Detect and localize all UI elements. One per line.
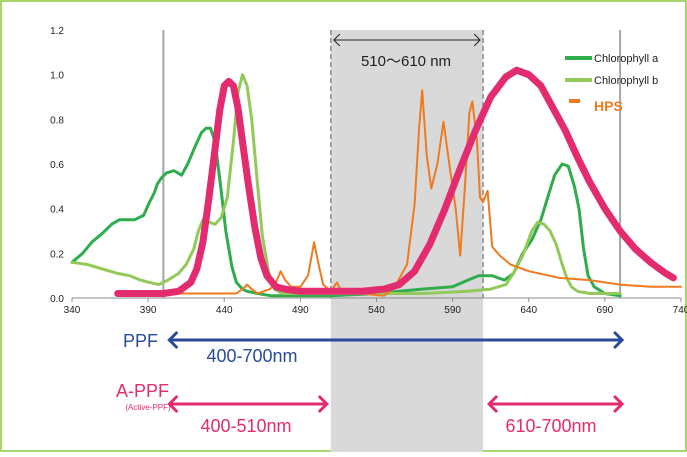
- x-tick-label: 340: [64, 305, 81, 316]
- reference-lines: [162, 30, 622, 298]
- appf-range1-right-head: [317, 394, 329, 414]
- y-tick-label: 0.0: [50, 294, 64, 305]
- x-tick-label: 740: [673, 305, 687, 316]
- y-tick-label: 0.2: [50, 249, 64, 260]
- x-tick-label: 690: [597, 305, 614, 316]
- series-line-chlorophyll-a: [70, 126, 622, 298]
- ppf-annotation: PPF 400-700nm: [123, 330, 625, 366]
- series-line-led-spectrum: [114, 66, 677, 297]
- x-tick-label: 640: [520, 305, 537, 316]
- axes: 340 390 440 490 540 590 640 690 740 0.0 0.2 0.4 0.6 0…: [50, 26, 687, 316]
- y-tick-label: 0.4: [50, 205, 64, 216]
- ppf-range-label: 400-700nm: [206, 346, 297, 366]
- y-tick-label: 0.6: [50, 160, 64, 171]
- appf-range1-left-head: [167, 394, 179, 414]
- appf-range1-label: 400-510nm: [200, 416, 291, 436]
- series-line-chlorophyll-b: [70, 73, 622, 295]
- ppf-arrow-left-head: [167, 330, 179, 350]
- appf-range2-right-head: [613, 394, 625, 414]
- band-range-label: 510～610 nm: [361, 53, 451, 70]
- appf-sublabel: (Active-PPF): [125, 403, 171, 412]
- ppf-label: PPF: [123, 331, 158, 351]
- x-tick-label: 590: [444, 305, 461, 316]
- appf-range2-left-head: [486, 394, 499, 414]
- band-arrow-right-head: [473, 33, 481, 47]
- band-fill: [330, 30, 484, 452]
- legend-label-chlorophyll-a: Chlorophyll a: [594, 53, 659, 65]
- band-arrow-left-head: [333, 33, 341, 47]
- legend-label-hps: HPS: [594, 98, 623, 114]
- series-lines: [70, 66, 682, 298]
- y-tick-label: 1.2: [50, 26, 64, 37]
- appf-range2-label: 610-700nm: [505, 416, 596, 436]
- appf-annotation: A-PPF (Active-PPF) 400-510nm 610-700nm: [116, 381, 625, 436]
- y-tick-label: 1.0: [50, 71, 64, 82]
- x-tick-label: 390: [140, 305, 157, 316]
- legend: Chlorophyll a Chlorophyll b HPS: [565, 53, 659, 114]
- appf-label: A-PPF: [116, 381, 169, 401]
- x-tick-label: 540: [368, 305, 385, 316]
- ppf-arrow-right-head: [613, 330, 625, 350]
- highlight-band: [330, 30, 484, 452]
- x-tick-label: 490: [292, 305, 309, 316]
- legend-label-chlorophyll-b: Chlorophyll b: [594, 75, 658, 87]
- x-tick-label: 440: [216, 305, 233, 316]
- band-range-annotation: 510～610 nm: [333, 33, 481, 70]
- y-tick-label: 0.8: [50, 115, 64, 126]
